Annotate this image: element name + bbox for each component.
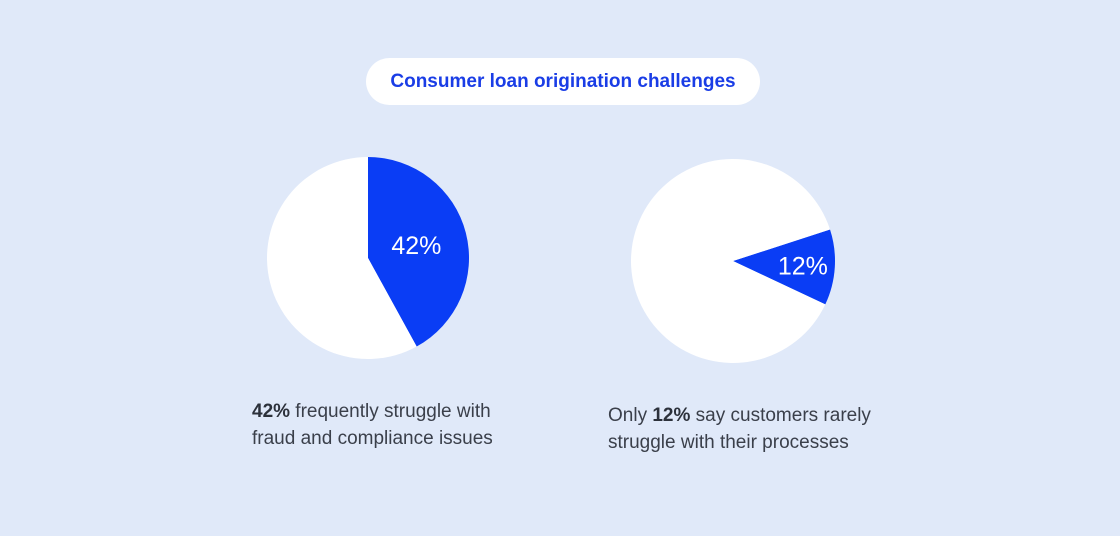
pie-chart-rarely-struggle: 12% bbox=[631, 158, 836, 363]
caption-line2: fraud and compliance issues bbox=[252, 428, 493, 449]
caption-line1: frequently struggle with bbox=[290, 401, 491, 422]
pie-slice-highlight bbox=[733, 229, 836, 305]
pie-slice-remainder bbox=[267, 157, 417, 359]
caption-line1: say customers rarely bbox=[690, 405, 871, 426]
caption-highlight: 42% bbox=[252, 401, 291, 422]
chart-title: Consumer loan origination challenges bbox=[390, 70, 736, 92]
caption-line2: struggle with their processes bbox=[608, 432, 849, 453]
pie-slice-label: 12% bbox=[778, 252, 828, 280]
pie-slice-highlight bbox=[368, 157, 470, 347]
caption-highlight: 12% bbox=[652, 405, 691, 426]
pie-chart-fraud-compliance: 42% bbox=[267, 157, 470, 359]
pie-slice-label: 42% bbox=[391, 232, 441, 260]
caption-rarely-struggle: Only 12% say customers rarely struggle w… bbox=[608, 402, 928, 456]
caption-prefix: Only bbox=[608, 405, 653, 426]
pie-slice-remainder bbox=[631, 158, 831, 363]
chart-title-pill: Consumer loan origination challenges bbox=[366, 58, 760, 105]
caption-fraud-compliance: 42% frequently struggle with fraud and c… bbox=[252, 398, 572, 452]
